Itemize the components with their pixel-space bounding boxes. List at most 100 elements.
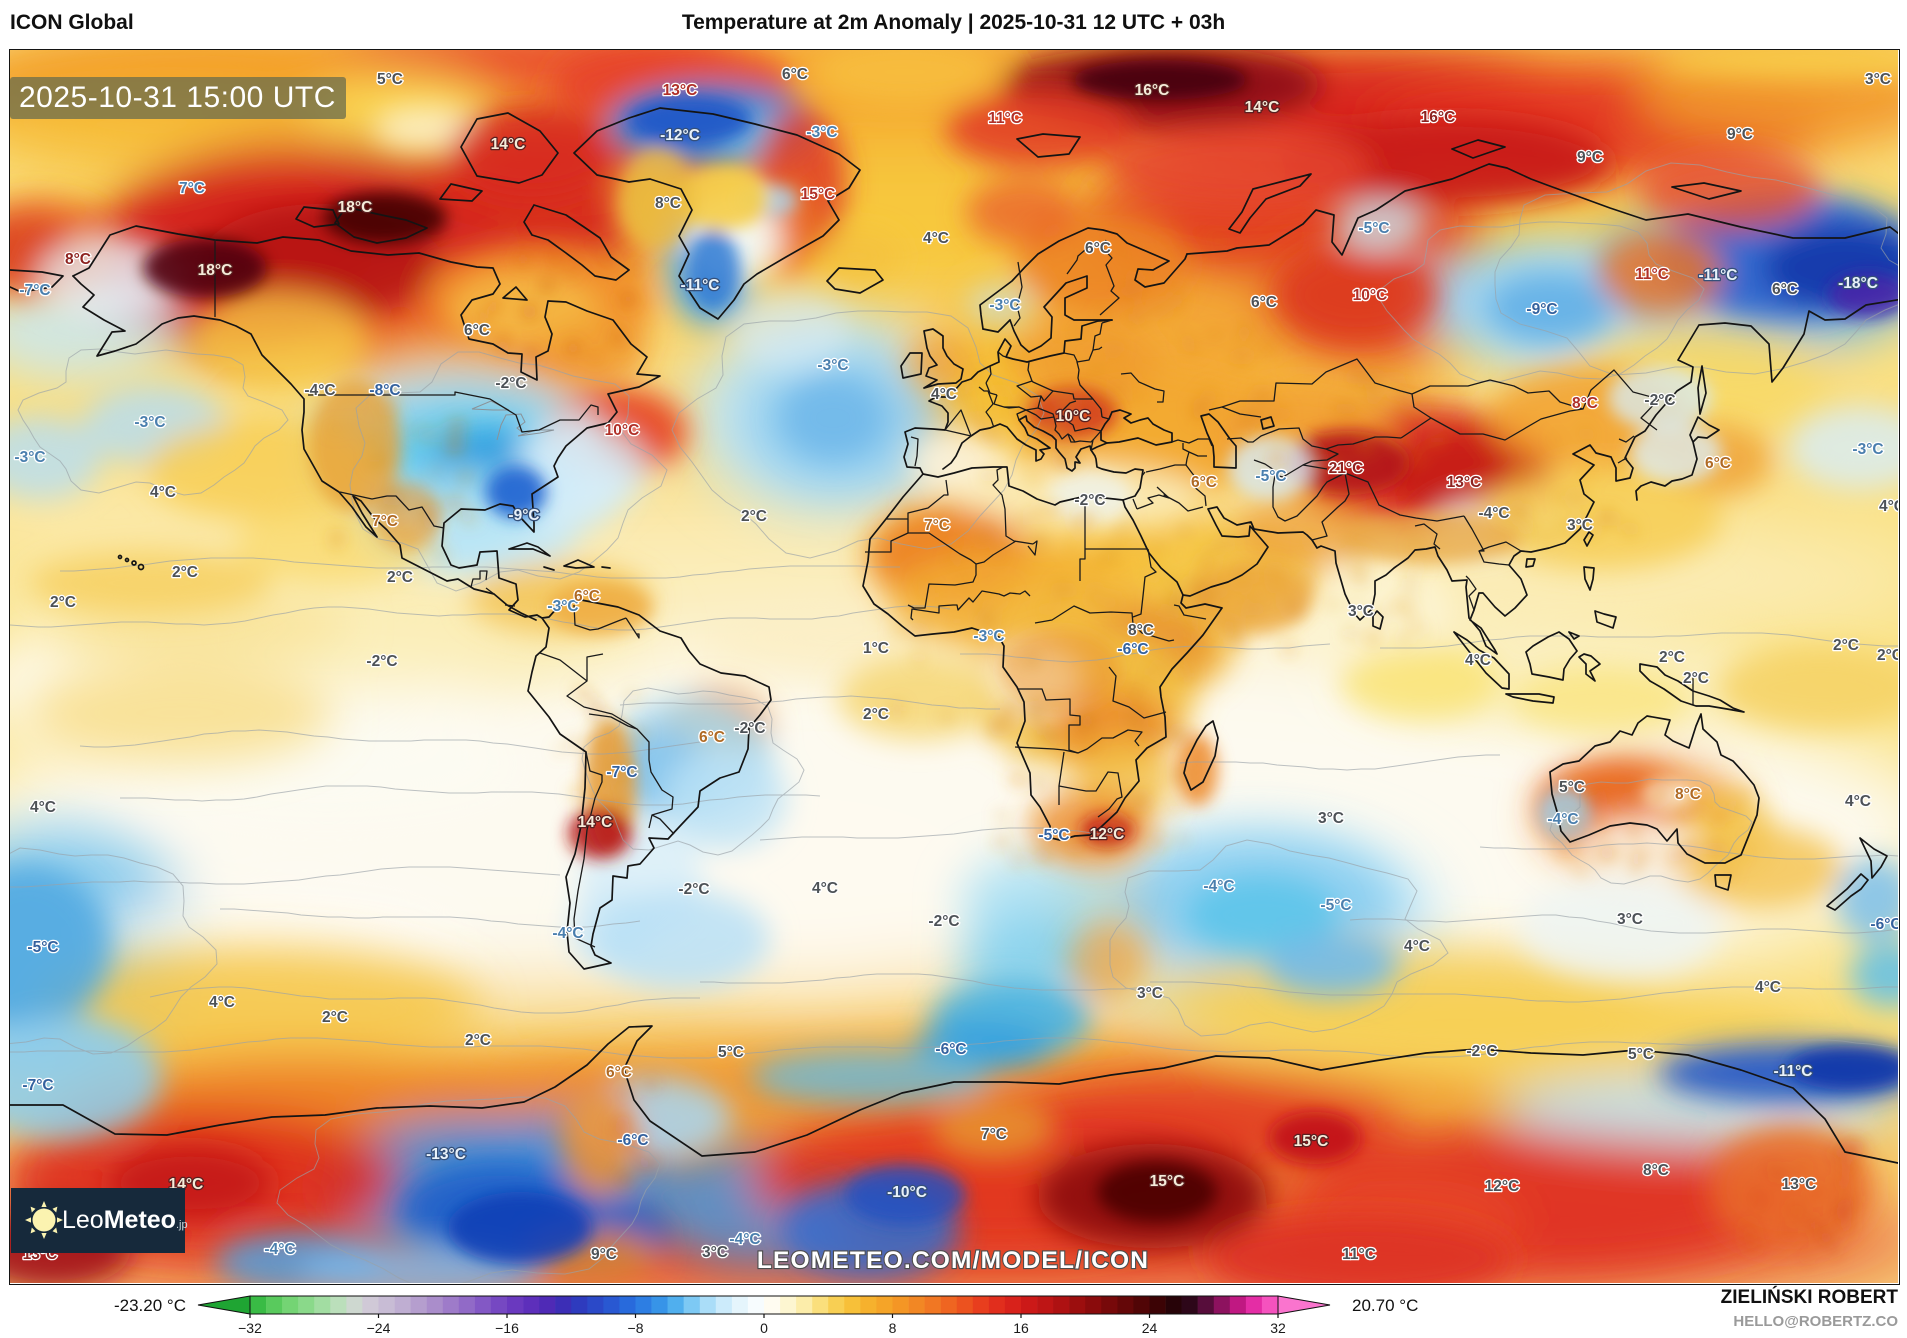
svg-text:5°C: 5°C	[1627, 1046, 1653, 1063]
svg-text:16°C: 16°C	[1420, 109, 1455, 126]
svg-text:8°C: 8°C	[654, 195, 680, 212]
svg-text:3°C: 3°C	[1136, 985, 1162, 1002]
svg-text:13°C: 13°C	[1781, 1176, 1816, 1193]
svg-text:4°C: 4°C	[29, 799, 55, 816]
svg-text:16°C: 16°C	[1134, 82, 1169, 99]
svg-text:8°C: 8°C	[1674, 786, 1700, 803]
svg-text:2°C: 2°C	[386, 569, 412, 586]
svg-text:−8: −8	[628, 1320, 644, 1336]
svg-text:1°C: 1°C	[862, 640, 888, 657]
svg-text:15°C: 15°C	[1149, 1173, 1184, 1190]
svg-text:−16: −16	[495, 1320, 519, 1336]
svg-text:-5°C: -5°C	[1038, 827, 1069, 844]
svg-text:3°C: 3°C	[1566, 517, 1592, 534]
svg-text:2°C: 2°C	[740, 508, 766, 525]
svg-text:3°C: 3°C	[1317, 810, 1343, 827]
svg-text:13°C: 13°C	[1446, 474, 1481, 491]
svg-text:-11°C: -11°C	[680, 277, 719, 294]
svg-text:-6°C: -6°C	[1117, 641, 1148, 658]
svg-text:5°C: 5°C	[376, 71, 402, 88]
svg-text:-4°C: -4°C	[552, 925, 583, 942]
svg-text:-4°C: -4°C	[264, 1241, 295, 1258]
svg-text:-4°C: -4°C	[1547, 811, 1578, 828]
svg-text:2°C: 2°C	[49, 594, 75, 611]
svg-text:-5°C: -5°C	[27, 939, 58, 956]
svg-text:21°C: 21°C	[1328, 460, 1363, 477]
svg-text:15°C: 15°C	[800, 186, 835, 203]
svg-text:6°C: 6°C	[698, 729, 724, 746]
svg-text:-11°C: -11°C	[1773, 1063, 1812, 1080]
svg-text:-8°C: -8°C	[369, 382, 400, 399]
svg-text:6°C: 6°C	[605, 1064, 631, 1081]
svg-text:3°C: 3°C	[1347, 603, 1373, 620]
svg-text:-12°C: -12°C	[660, 127, 700, 144]
svg-text:-5°C: -5°C	[1255, 468, 1286, 485]
svg-text:8°C: 8°C	[1642, 1162, 1668, 1179]
svg-text:6°C: 6°C	[573, 588, 599, 605]
svg-text:2°C: 2°C	[1876, 647, 1897, 664]
svg-text:-2°C: -2°C	[678, 881, 709, 898]
svg-text:3°C: 3°C	[701, 1244, 727, 1261]
svg-text:2°C: 2°C	[1658, 649, 1684, 666]
svg-text:13°C: 13°C	[662, 82, 697, 99]
svg-text:-3°C: -3°C	[547, 598, 578, 615]
svg-text:3°C: 3°C	[1616, 911, 1642, 928]
svg-text:-3°C: -3°C	[973, 628, 1004, 645]
svg-text:7°C: 7°C	[980, 1126, 1006, 1143]
svg-text:14°C: 14°C	[1244, 99, 1279, 116]
svg-text:7°C: 7°C	[178, 180, 204, 197]
svg-text:4°C: 4°C	[208, 994, 234, 1011]
svg-text:-2°C: -2°C	[734, 720, 765, 737]
svg-text:14°C: 14°C	[490, 136, 525, 153]
svg-text:-4°C: -4°C	[1478, 505, 1509, 522]
svg-text:-3°C: -3°C	[134, 414, 165, 431]
svg-text:18°C: 18°C	[337, 199, 372, 216]
svg-text:9°C: 9°C	[1726, 126, 1752, 143]
svg-text:5°C: 5°C	[1558, 779, 1584, 796]
svg-text:2°C: 2°C	[171, 564, 197, 581]
svg-text:11°C: 11°C	[1342, 1246, 1376, 1263]
svg-text:6°C: 6°C	[781, 66, 807, 83]
svg-text:16: 16	[1013, 1320, 1029, 1336]
svg-text:4°C: 4°C	[1754, 979, 1780, 996]
svg-text:-2°C: -2°C	[928, 913, 959, 930]
svg-text:-3°C: -3°C	[817, 357, 848, 374]
svg-text:-2°C: -2°C	[1466, 1043, 1497, 1060]
svg-text:-4°C: -4°C	[304, 382, 335, 399]
svg-text:-5°C: -5°C	[1358, 220, 1389, 237]
svg-text:6°C: 6°C	[463, 322, 489, 339]
svg-text:4°C: 4°C	[1403, 938, 1429, 955]
svg-text:-4°C: -4°C	[1203, 878, 1234, 895]
svg-text:8°C: 8°C	[1127, 622, 1153, 639]
svg-text:4°C: 4°C	[1464, 652, 1490, 669]
svg-text:6°C: 6°C	[1190, 474, 1216, 491]
svg-text:-6°C: -6°C	[935, 1041, 966, 1058]
svg-text:2°C: 2°C	[321, 1009, 347, 1026]
svg-text:-2°C: -2°C	[1074, 492, 1105, 509]
svg-text:-13°C: -13°C	[426, 1146, 466, 1163]
svg-text:8: 8	[889, 1320, 897, 1336]
svg-text:-9°C: -9°C	[508, 507, 539, 524]
svg-text:24: 24	[1142, 1320, 1158, 1336]
svg-text:7°C: 7°C	[371, 513, 397, 530]
svg-text:10°C: 10°C	[1055, 408, 1090, 425]
svg-text:-10°C: -10°C	[887, 1184, 927, 1201]
svg-text:11°C: 11°C	[1635, 266, 1669, 283]
svg-text:6°C: 6°C	[1084, 240, 1110, 257]
svg-text:-7°C: -7°C	[606, 764, 637, 781]
svg-text:-9°C: -9°C	[1526, 301, 1557, 318]
svg-text:-2°C: -2°C	[495, 375, 526, 392]
svg-text:2°C: 2°C	[1832, 637, 1858, 654]
svg-text:-2°C: -2°C	[366, 653, 397, 670]
svg-text:-5°C: -5°C	[1320, 897, 1351, 914]
svg-text:5°C: 5°C	[717, 1044, 743, 1061]
svg-text:2°C: 2°C	[464, 1032, 490, 1049]
svg-text:8°C: 8°C	[64, 251, 90, 268]
svg-text:14°C: 14°C	[577, 814, 612, 831]
svg-text:4°C: 4°C	[930, 386, 956, 403]
svg-text:2°C: 2°C	[1682, 670, 1708, 687]
svg-text:4°C: 4°C	[1844, 793, 1870, 810]
svg-text:12°C: 12°C	[1089, 826, 1124, 843]
svg-text:18°C: 18°C	[197, 262, 232, 279]
svg-text:20.70 °C: 20.70 °C	[1352, 1296, 1418, 1315]
